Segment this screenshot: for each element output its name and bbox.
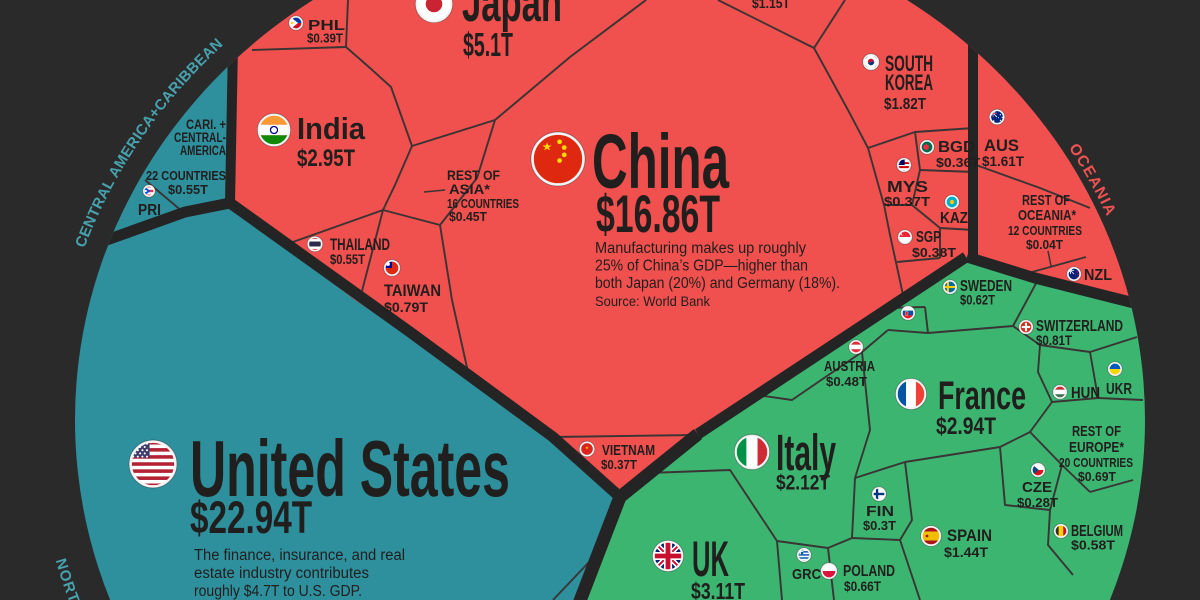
svg-text:KAZ: KAZ	[940, 210, 968, 227]
svg-text:REST OF: REST OF	[447, 167, 500, 183]
svg-text:$0.81T: $0.81T	[1036, 333, 1073, 348]
svg-text:AMERICA: AMERICA	[180, 143, 226, 158]
svg-text:HUN: HUN	[1071, 385, 1100, 402]
svg-text:FIN: FIN	[866, 503, 894, 520]
svg-text:BGD: BGD	[938, 139, 975, 156]
svg-text:PHL: PHL	[308, 17, 345, 34]
svg-text:$0.04T: $0.04T	[1026, 237, 1063, 252]
svg-text:GRC: GRC	[792, 566, 821, 583]
svg-text:VIETNAM: VIETNAM	[602, 442, 655, 459]
svg-text:India: India	[297, 111, 366, 146]
svg-text:estate industry contributes: estate industry contributes	[194, 565, 369, 582]
svg-text:$0.55T: $0.55T	[330, 252, 366, 267]
svg-text:$0.66T: $0.66T	[844, 579, 882, 594]
svg-text:NZL: NZL	[1084, 267, 1112, 284]
svg-text:$0.55T: $0.55T	[168, 182, 208, 197]
svg-text:$1.44T: $1.44T	[944, 544, 988, 560]
svg-text:SOUTH: SOUTH	[885, 51, 933, 76]
svg-text:MYS: MYS	[887, 179, 928, 196]
svg-text:$2.12T: $2.12T	[776, 472, 830, 495]
svg-text:$2.94T: $2.94T	[936, 413, 996, 440]
svg-text:$0.28T: $0.28T	[1017, 495, 1058, 510]
svg-text:$5.1T: $5.1T	[463, 26, 513, 63]
svg-text:KOREA: KOREA	[885, 70, 933, 95]
svg-text:SGP: SGP	[916, 229, 941, 246]
svg-text:both Japan (20%) and Germany (: both Japan (20%) and Germany (18%).	[595, 275, 840, 292]
svg-text:UK: UK	[692, 531, 729, 587]
svg-text:CZE: CZE	[1022, 479, 1052, 496]
svg-text:Italy: Italy	[776, 424, 836, 481]
svg-text:TAIWAN: TAIWAN	[384, 281, 441, 300]
svg-text:SWEDEN: SWEDEN	[960, 278, 1012, 295]
svg-text:$0.36T: $0.36T	[936, 155, 980, 170]
svg-text:REST OF: REST OF	[1022, 192, 1070, 209]
svg-text:China: China	[592, 119, 730, 205]
svg-text:$1.82T: $1.82T	[884, 96, 926, 113]
svg-text:$1.61T: $1.61T	[982, 153, 1024, 169]
svg-text:United States: United States	[190, 424, 510, 513]
svg-text:SPAIN: SPAIN	[947, 527, 992, 545]
svg-text:REST OF: REST OF	[1072, 423, 1121, 440]
svg-text:EUROPE*: EUROPE*	[1069, 439, 1124, 456]
svg-text:OCEANIA*: OCEANIA*	[1018, 207, 1076, 224]
svg-text:$0.45T: $0.45T	[449, 209, 487, 224]
svg-text:UKR: UKR	[1106, 381, 1132, 398]
svg-text:16 COUNTRIES: 16 COUNTRIES	[447, 197, 519, 211]
svg-text:Manufacturing makes up roughly: Manufacturing makes up roughly	[595, 240, 806, 257]
svg-text:SWITZERLAND: SWITZERLAND	[1036, 318, 1123, 335]
svg-text:$3.11T: $3.11T	[691, 578, 745, 600]
svg-text:25% of China’s GDP—higher than: 25% of China’s GDP—higher than	[595, 258, 808, 275]
svg-text:$0.37T: $0.37T	[884, 194, 930, 209]
svg-text:$2.95T: $2.95T	[297, 145, 355, 172]
svg-text:$1.15T: $1.15T	[752, 0, 790, 11]
svg-text:BELGIUM: BELGIUM	[1071, 523, 1123, 540]
svg-text:AUSTRIA: AUSTRIA	[824, 358, 875, 375]
svg-text:The finance, insurance, and re: The finance, insurance, and real	[194, 547, 405, 564]
svg-text:20 COUNTRIES: 20 COUNTRIES	[1059, 456, 1133, 470]
svg-text:22 COUNTRIES: 22 COUNTRIES	[146, 168, 226, 183]
svg-text:$0.58T: $0.58T	[1071, 538, 1115, 553]
svg-text:12 COUNTRIES: 12 COUNTRIES	[1008, 224, 1082, 238]
svg-text:THAILAND: THAILAND	[330, 236, 390, 254]
svg-text:$0.38T: $0.38T	[912, 245, 956, 260]
svg-text:$0.62T: $0.62T	[960, 293, 996, 308]
svg-text:CARI. +: CARI. +	[186, 117, 226, 132]
svg-text:France: France	[938, 374, 1026, 418]
svg-text:Japan: Japan	[462, 0, 562, 33]
svg-text:$22.94T: $22.94T	[190, 492, 312, 543]
svg-text:CENTRAL-: CENTRAL-	[174, 130, 226, 145]
svg-text:PRI: PRI	[138, 202, 161, 219]
svg-text:$0.48T: $0.48T	[826, 374, 867, 389]
svg-text:$0.3T: $0.3T	[863, 518, 896, 533]
svg-text:roughly $4.7T to U.S. GDP.: roughly $4.7T to U.S. GDP.	[194, 583, 362, 600]
svg-text:ASIA*: ASIA*	[449, 181, 491, 197]
svg-text:$0.37T: $0.37T	[601, 457, 637, 472]
svg-text:$0.79T: $0.79T	[384, 299, 428, 315]
svg-text:$16.86T: $16.86T	[596, 185, 720, 244]
svg-text:$0.39T: $0.39T	[307, 31, 343, 46]
svg-text:POLAND: POLAND	[843, 563, 895, 580]
svg-text:Source: World Bank: Source: World Bank	[595, 293, 711, 309]
svg-text:AUS: AUS	[984, 136, 1019, 155]
svg-text:$0.69T: $0.69T	[1078, 469, 1116, 484]
